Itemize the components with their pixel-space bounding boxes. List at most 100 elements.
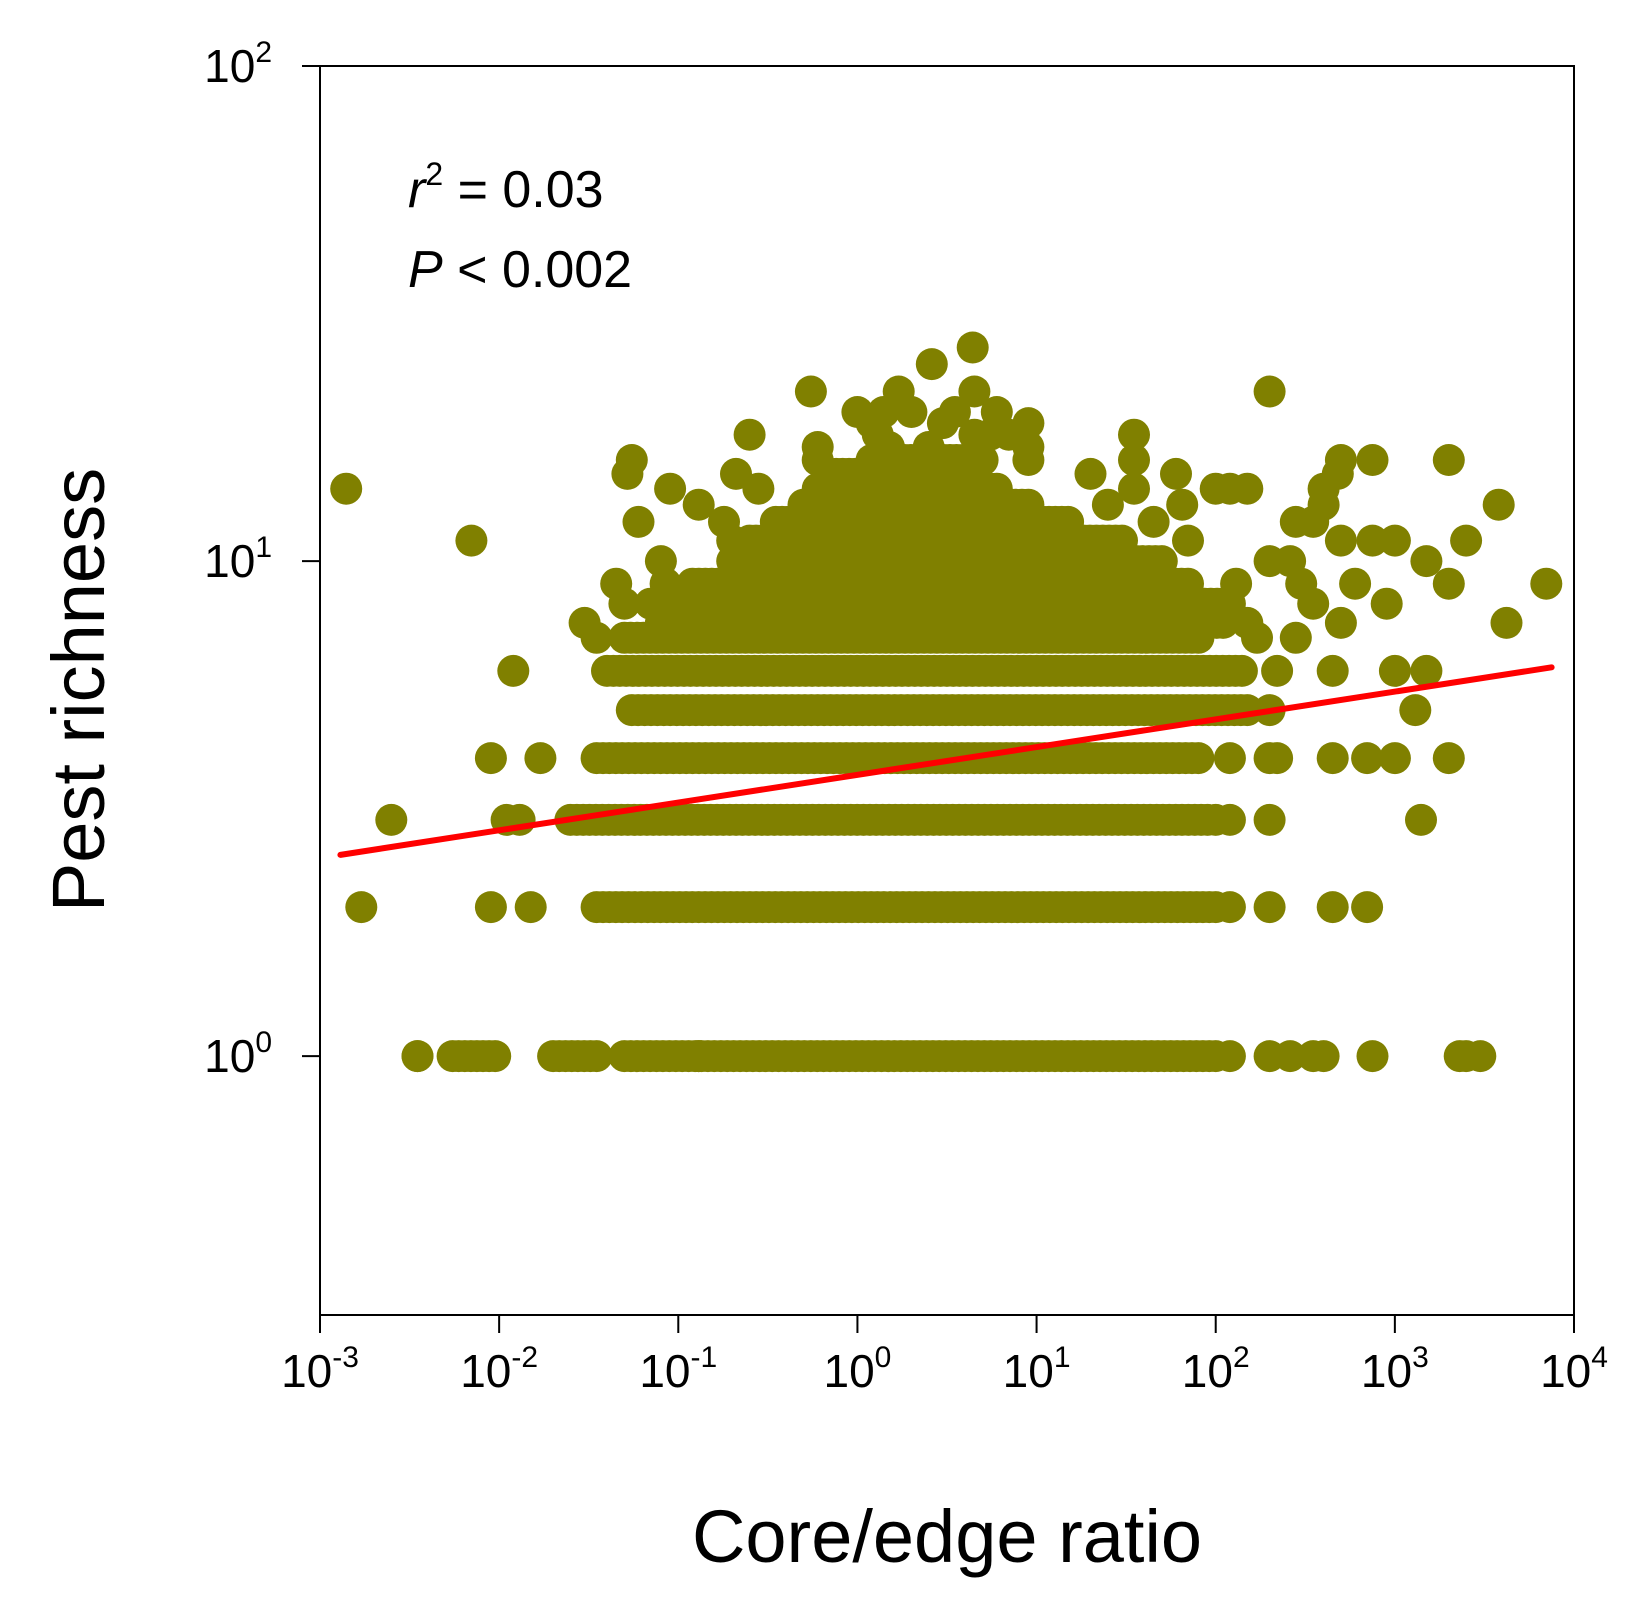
x-axis-title: Core/edge ratio	[692, 1495, 1202, 1578]
data-point	[654, 472, 687, 505]
data-point	[1399, 694, 1432, 727]
plot-frame	[319, 65, 1575, 1316]
data-point	[1231, 472, 1264, 505]
data-point	[708, 505, 740, 538]
data-point	[733, 418, 766, 451]
data-point	[1213, 1040, 1246, 1073]
data-point	[980, 396, 1013, 428]
data-point	[1172, 567, 1204, 600]
data-point	[1370, 587, 1403, 620]
data-point	[1432, 567, 1465, 600]
data-point	[956, 331, 989, 364]
data-point	[474, 742, 507, 775]
x-tick-label: 103	[1361, 1341, 1429, 1397]
data-point	[912, 431, 945, 463]
data-point	[1378, 524, 1411, 557]
data-point	[401, 1040, 434, 1073]
data-point	[1324, 524, 1357, 557]
data-point	[1356, 524, 1389, 557]
data-point	[1450, 524, 1483, 557]
data-point	[622, 505, 655, 538]
x-tick-label: 104	[1540, 1341, 1608, 1397]
stat-r-value: = 0.03	[443, 161, 603, 219]
data-point	[1253, 891, 1286, 924]
data-point	[1307, 1040, 1340, 1073]
data-point	[1432, 742, 1465, 775]
data-point	[1324, 606, 1357, 639]
data-point	[1351, 742, 1384, 775]
data-point	[1253, 375, 1286, 408]
data-point	[1378, 654, 1411, 687]
data-point	[345, 891, 378, 924]
data-point	[455, 524, 488, 557]
data-point	[682, 488, 715, 521]
data-point	[1356, 1040, 1389, 1073]
data-point	[497, 654, 530, 687]
x-tick-label: 100	[823, 1341, 891, 1397]
data-point	[1172, 524, 1204, 557]
data-point	[1490, 606, 1523, 639]
data-point	[1182, 742, 1215, 775]
x-tick-label: 102	[1182, 1341, 1250, 1397]
data-point	[1091, 488, 1124, 521]
data-point	[1530, 567, 1563, 600]
data-point	[682, 1040, 715, 1073]
data-point	[1410, 545, 1443, 578]
data-point	[1253, 803, 1286, 836]
data-point	[1213, 803, 1246, 836]
y-tick-label: 102	[204, 36, 272, 92]
data-point	[1012, 407, 1045, 440]
data-point	[1145, 545, 1178, 578]
data-point	[966, 444, 999, 476]
y-axis-title: Pest richness	[37, 468, 120, 912]
data-point	[1012, 488, 1045, 521]
data-point	[474, 891, 507, 924]
data-points	[330, 331, 1563, 1073]
data-point	[1106, 524, 1138, 557]
data-point	[915, 348, 948, 381]
data-point	[1137, 505, 1170, 538]
data-point	[1324, 444, 1357, 476]
data-point	[980, 472, 1013, 505]
data-point	[1261, 654, 1294, 687]
data-point	[514, 891, 547, 924]
data-point	[1432, 444, 1465, 476]
data-point	[1464, 1040, 1497, 1073]
stat-p-var: P	[408, 241, 443, 299]
stat-p-value: P < 0.002	[408, 241, 632, 299]
data-point	[1074, 457, 1107, 490]
data-point	[568, 606, 601, 639]
data-point	[1274, 1040, 1307, 1073]
data-point	[580, 1040, 613, 1073]
data-point	[1261, 742, 1294, 775]
y-tick-label: 101	[204, 531, 272, 587]
data-point	[1316, 742, 1349, 775]
data-point	[330, 472, 363, 505]
data-point	[1316, 891, 1349, 924]
data-point	[1160, 457, 1192, 490]
data-point	[938, 396, 971, 428]
data-point	[600, 567, 633, 600]
data-point	[720, 457, 752, 490]
data-point	[479, 1040, 512, 1073]
data-point	[524, 742, 557, 775]
data-point	[1356, 444, 1389, 476]
data-point	[1482, 488, 1515, 521]
data-point	[615, 444, 648, 476]
data-point	[1405, 803, 1437, 836]
data-point	[1052, 505, 1085, 538]
data-point	[1279, 621, 1312, 654]
data-point	[1339, 567, 1372, 600]
stat-r-sup: 2	[425, 156, 443, 192]
data-point	[644, 545, 677, 578]
data-point	[841, 396, 874, 428]
x-axis-ticks: 10-3 10-2 10-1 100 101 102 103 104	[281, 1315, 1608, 1397]
data-point	[1225, 654, 1258, 687]
data-point	[1166, 488, 1199, 521]
data-point	[882, 375, 915, 408]
data-point	[375, 803, 408, 836]
data-point	[958, 375, 991, 408]
data-point	[1118, 418, 1150, 451]
regression-line	[337, 664, 1555, 858]
